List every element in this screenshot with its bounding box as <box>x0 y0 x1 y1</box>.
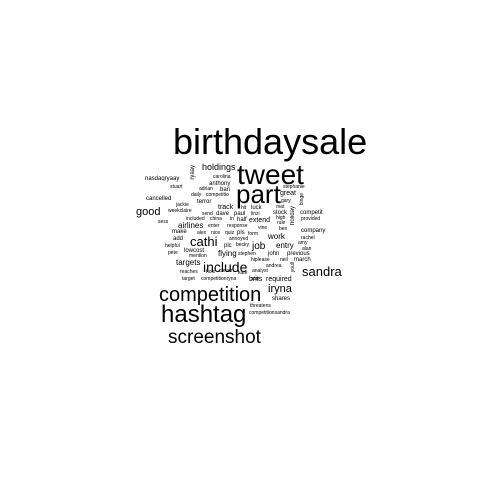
word-targets: targets <box>176 258 201 267</box>
word-youll: youll <box>290 262 296 273</box>
word-competitio: competitio <box>206 192 229 198</box>
word-brits: brits <box>249 276 263 283</box>
word-company: company <box>301 228 326 234</box>
word-form: form <box>248 231 258 237</box>
word-kate: kate <box>238 270 248 276</box>
word-previous: previous <box>287 251 310 257</box>
word-anthony: anthony <box>209 181 231 187</box>
word-john: john <box>268 251 280 257</box>
word-hashtag: hashtag <box>161 301 247 328</box>
word-response: response <box>227 223 248 229</box>
word-iryna: iryna <box>268 283 292 295</box>
word-helpful: helpful <box>165 243 180 249</box>
word-competitionsandra: competitionsandra <box>249 310 290 316</box>
word-competition: competition <box>159 284 262 306</box>
word-screenshot: screenshot <box>168 327 261 348</box>
word-provided: provided <box>301 216 321 222</box>
word-annoyed: annoyed <box>229 236 249 242</box>
word-in: in <box>230 216 234 222</box>
word-weekclaire: weekclaire <box>168 208 192 214</box>
word-quiz: quiz <box>225 230 235 236</box>
word-reaches: reaches <box>180 269 198 275</box>
word-stephanie: stephanie <box>283 184 305 190</box>
word-hiplease: hiplease <box>251 257 270 263</box>
word-entry: entry <box>276 241 294 250</box>
word-hit: hit <box>241 205 247 211</box>
word-threatens: threatens <box>250 303 271 309</box>
word-rachel: rachel <box>301 235 315 241</box>
word-include: include <box>203 259 248 275</box>
word-work: work <box>268 232 285 241</box>
word-vine: vine <box>258 225 268 231</box>
word-cancelled: cancelled <box>146 196 172 202</box>
word-gary: gary <box>281 198 291 204</box>
word-mat: mat <box>276 204 285 210</box>
word-make: make <box>172 229 187 235</box>
word-shares: shares <box>272 296 291 302</box>
word-daily: daily <box>191 192 202 198</box>
word-jackie: jackie <box>176 202 189 208</box>
word-stephen: stephen <box>238 251 256 257</box>
word-competitionryna: competitionryna <box>201 276 237 282</box>
word-ben: ben <box>279 226 288 232</box>
word-dave: dave <box>216 211 230 217</box>
word-terror: terror <box>197 199 212 205</box>
word-alex: alex <box>197 230 207 236</box>
word-alan: alan <box>302 246 312 252</box>
word-ban: ban <box>220 187 231 193</box>
word-pete: pete <box>168 250 178 256</box>
word-required: required <box>266 276 292 283</box>
word-sandra: sandra <box>302 264 342 279</box>
word-paul: paul <box>234 211 246 217</box>
word-binge: binge <box>299 193 305 206</box>
word-march: march <box>294 257 311 263</box>
word-half: half <box>237 217 247 223</box>
word-high: high <box>276 215 286 221</box>
word-china: china <box>210 216 222 222</box>
word-job: job <box>252 241 266 252</box>
word-target: target <box>182 276 195 282</box>
word-hols: hols <box>206 269 216 275</box>
word-andrea: andrea <box>266 263 282 269</box>
word-add: add <box>173 236 184 242</box>
word-amy: amy <box>298 240 308 246</box>
word-carolina: carolina <box>213 174 231 180</box>
word-stock: stock <box>273 210 288 216</box>
word-good: good <box>136 206 161 218</box>
word-tweet: tweet <box>237 159 304 190</box>
word-ryaay: ryaay <box>190 165 196 180</box>
word-neil: neil <box>280 257 288 263</box>
word-linzi: linzi <box>251 211 260 217</box>
word-track: track <box>218 204 234 211</box>
word-cathi: cathi <box>190 234 218 249</box>
word-flying: flying <box>218 249 237 258</box>
word-send: send <box>202 211 213 217</box>
word-stuart: stuart <box>170 184 183 190</box>
word-airlines: airlines <box>178 221 204 230</box>
word-part: part <box>236 179 281 209</box>
word-sess: sess <box>158 219 169 225</box>
word-lowcost: lowcost <box>184 248 205 254</box>
word-adrian: adrian <box>199 186 213 192</box>
word-star: star <box>251 276 260 282</box>
word-nice: nice <box>211 230 221 236</box>
word-extend: extend <box>249 217 271 224</box>
word-birthdaysale: birthdaysale <box>173 121 368 162</box>
word-plc: plc <box>224 243 232 249</box>
word-included: included <box>186 216 205 222</box>
word-enter: enter <box>208 223 220 229</box>
word-holdings: holdings <box>202 162 236 172</box>
word-great: great <box>280 190 296 197</box>
word-competit: competit <box>300 210 323 216</box>
word-holiday: holiday <box>290 206 296 226</box>
word-analyst: analyst <box>252 268 268 274</box>
word-becky: becky <box>236 242 250 248</box>
word-clever: clever <box>219 268 233 274</box>
word-nasdaqryaay: nasdaqryaay <box>145 176 180 182</box>
word-mention: mention <box>189 253 207 259</box>
word-pls: pls <box>237 230 245 236</box>
word-luck: luck <box>251 205 262 211</box>
word-rule: rule <box>277 220 286 226</box>
